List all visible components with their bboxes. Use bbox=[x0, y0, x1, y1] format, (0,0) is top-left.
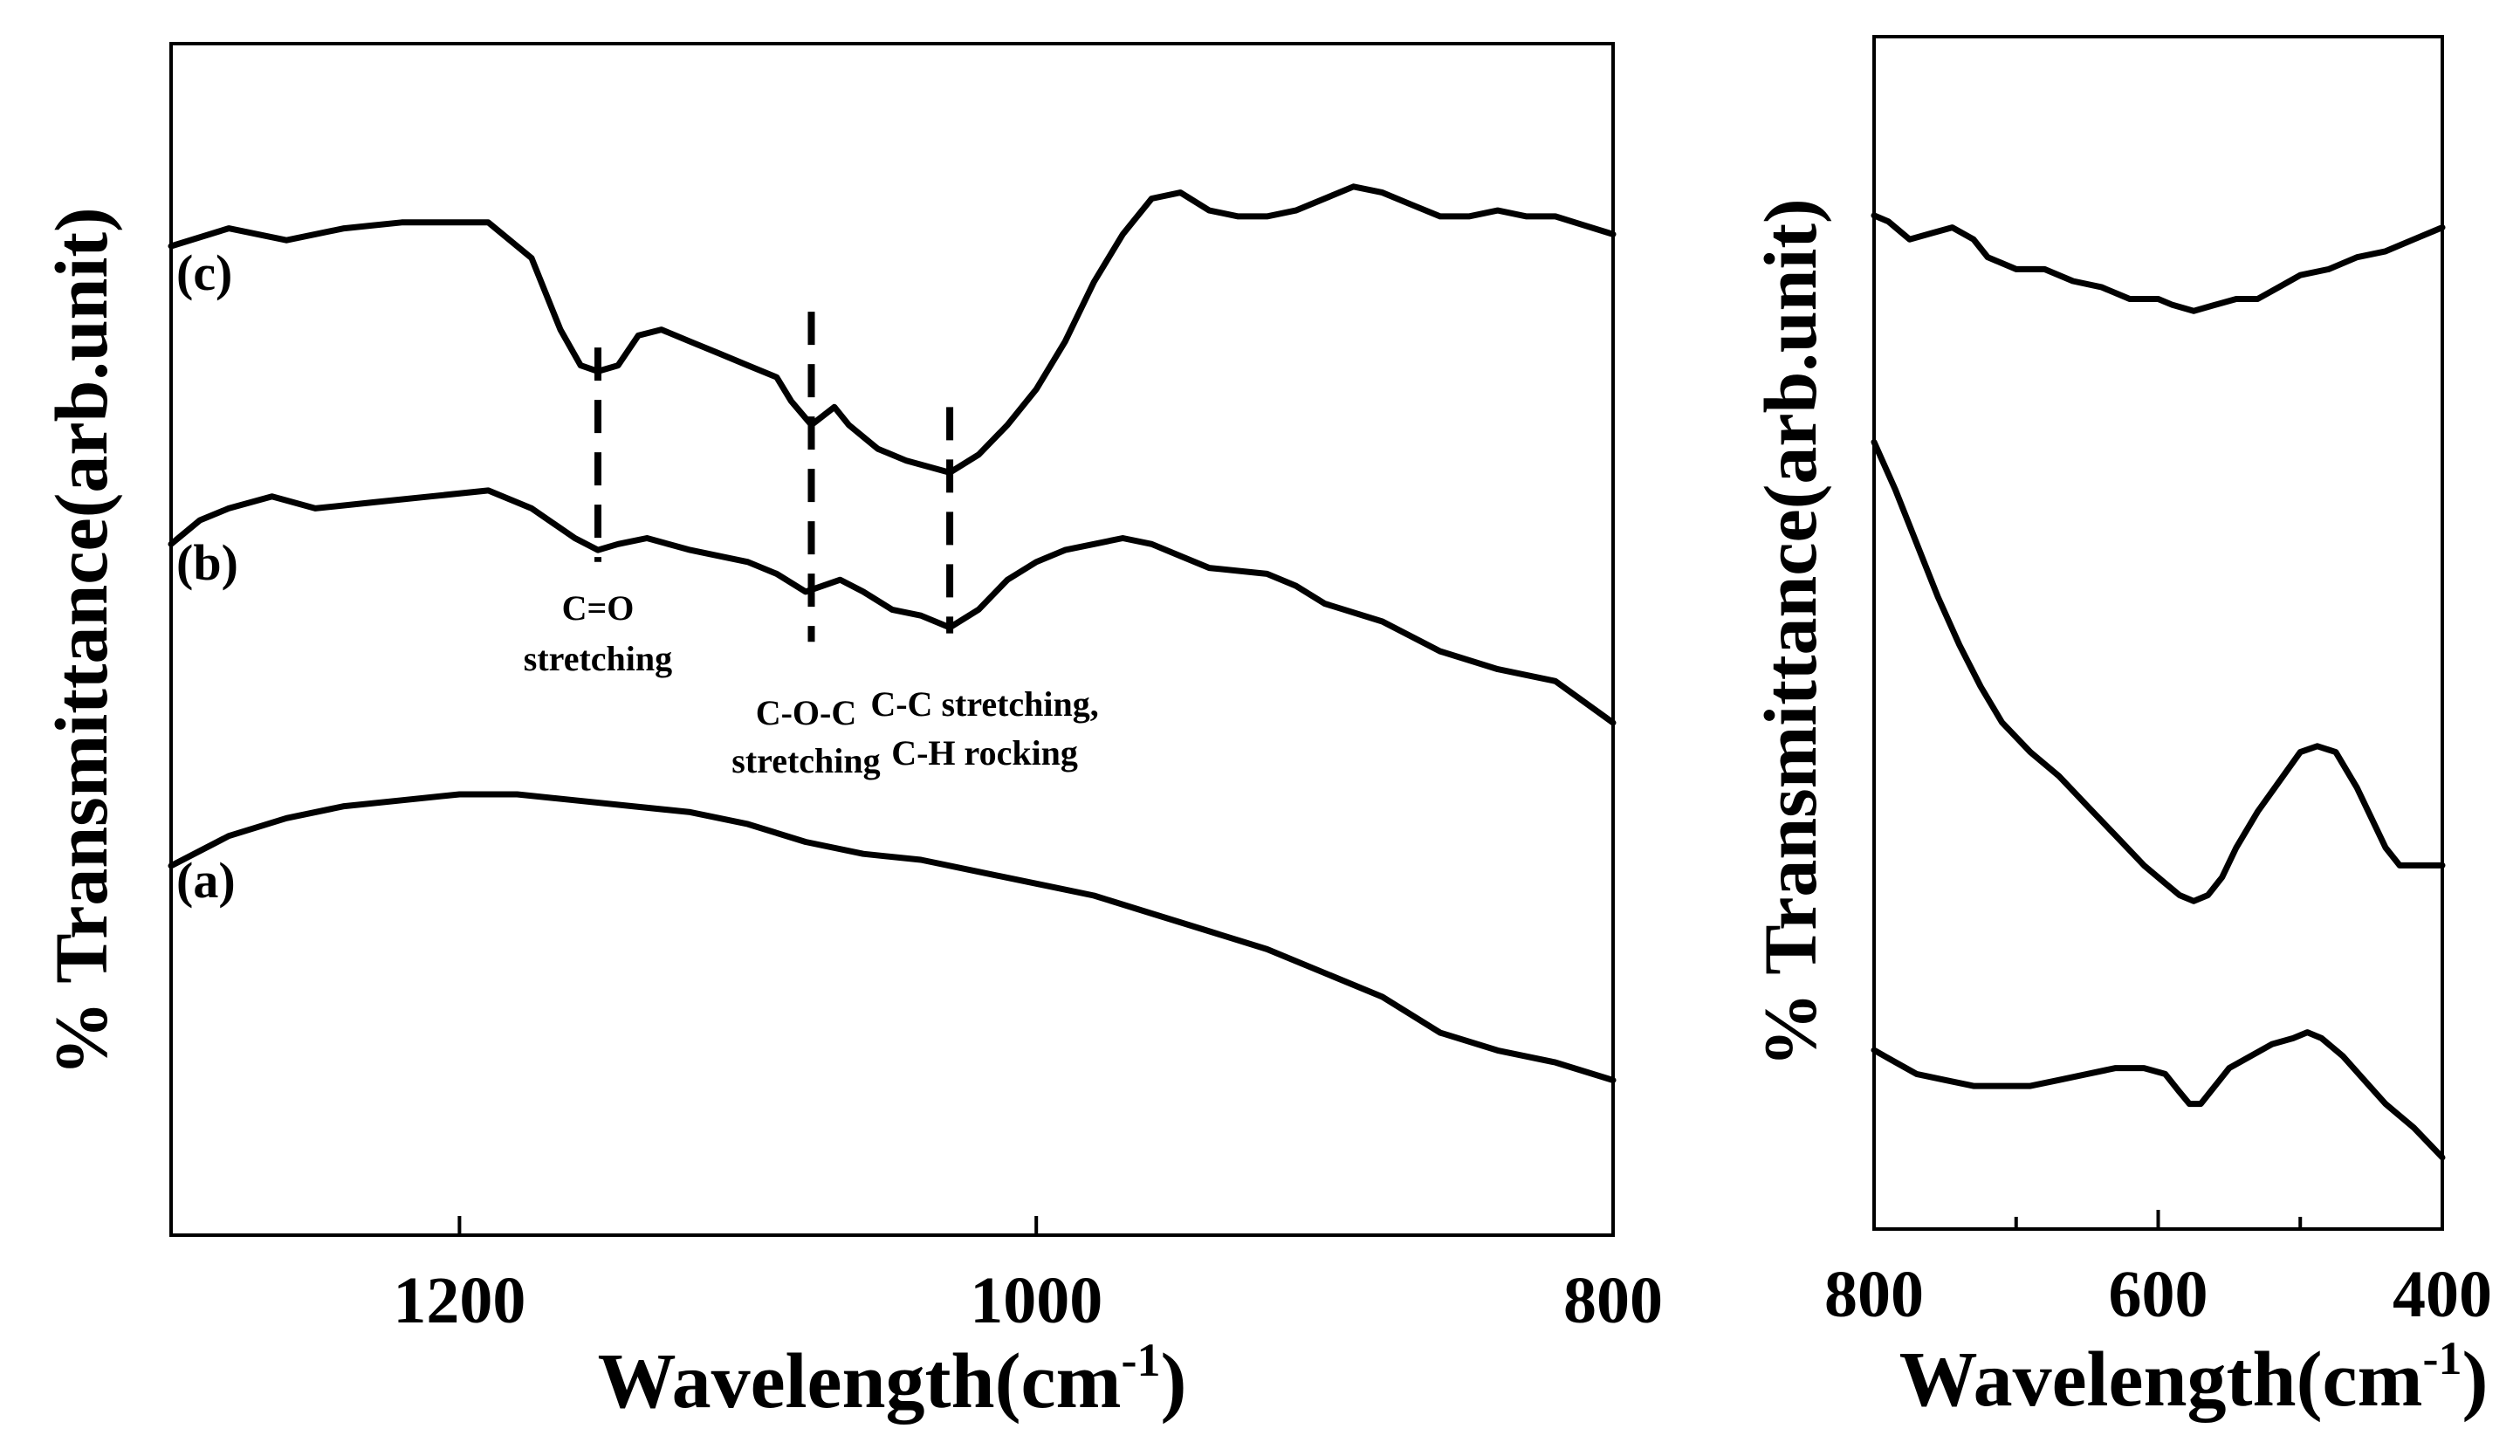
left-series-label-2: (b) bbox=[176, 534, 238, 591]
left-annotations: C=O stretching C-O-C stretching C-C stretchi… bbox=[524, 588, 1099, 780]
left-series-line-1 bbox=[168, 183, 1617, 476]
left-x-tick-label-1: 1200 bbox=[393, 1264, 525, 1337]
left-peak-markers bbox=[594, 312, 954, 642]
right-series-line-3 bbox=[1871, 1029, 2446, 1161]
left-series-label-3: (a) bbox=[176, 852, 236, 909]
left-y-axis-label: % Transmittance(arb.unit) bbox=[39, 207, 123, 1075]
right-x-axis-label-main: Wavelength(cm bbox=[1899, 1336, 2423, 1423]
left-series-labels: (c) (b) (a) bbox=[176, 244, 238, 909]
right-panel: 800 600 400 % Transmittance(arb.unit) Wave… bbox=[1748, 35, 2492, 1423]
left-x-axis-label-sup: -1 bbox=[1121, 1334, 1160, 1386]
left-series-lines bbox=[168, 183, 1617, 1083]
left-series-label-1: (c) bbox=[176, 244, 232, 301]
right-series-lines bbox=[1871, 212, 2446, 1161]
left-annotation-2-line-1: C-O-C bbox=[756, 693, 857, 732]
right-series-line-2 bbox=[1871, 438, 2446, 904]
left-x-axis-label: Wavelength(cm-1) bbox=[598, 1334, 1187, 1425]
left-annotation-1-line-1: C=O bbox=[562, 588, 635, 628]
right-x-axis-label: Wavelength(cm-1) bbox=[1899, 1332, 2489, 1423]
left-x-ticks: 1200 1000 800 bbox=[393, 1216, 1663, 1337]
right-series-line-1 bbox=[1871, 212, 2446, 314]
right-x-axis-label-close: ) bbox=[2462, 1336, 2488, 1423]
left-x-tick-label-2: 1000 bbox=[970, 1264, 1102, 1337]
right-x-ticks: 800 600 400 bbox=[1824, 1210, 2492, 1331]
left-annotation-3-line-2: C-H rocking bbox=[891, 733, 1078, 773]
right-x-axis-label-sup: -1 bbox=[2422, 1332, 2462, 1384]
left-annotation-2-line-2: stretching bbox=[731, 741, 880, 780]
right-x-tick-label-3: 400 bbox=[2393, 1258, 2492, 1331]
right-y-axis-label: % Transmittance(arb.unit) bbox=[1748, 198, 1832, 1067]
left-x-tick-label-3: 800 bbox=[1563, 1264, 1663, 1337]
right-plot-frame bbox=[1872, 35, 2444, 1231]
left-plot-frame bbox=[169, 42, 1615, 1237]
left-series-line-2 bbox=[168, 487, 1617, 726]
left-panel: 1200 1000 800 (c) (b) (a) C=O stretching C-O-C… bbox=[39, 42, 1663, 1425]
right-x-tick-label-2: 600 bbox=[2109, 1258, 2208, 1331]
right-x-tick-label-1: 800 bbox=[1824, 1258, 1924, 1331]
left-annotation-1-line-2: stretching bbox=[524, 639, 672, 678]
left-x-axis-label-close: ) bbox=[1160, 1338, 1186, 1425]
left-x-axis-label-main: Wavelength(cm bbox=[598, 1338, 1122, 1425]
left-series-line-3 bbox=[168, 791, 1617, 1083]
left-annotation-3-line-1: C-C stretching, bbox=[870, 684, 1098, 724]
